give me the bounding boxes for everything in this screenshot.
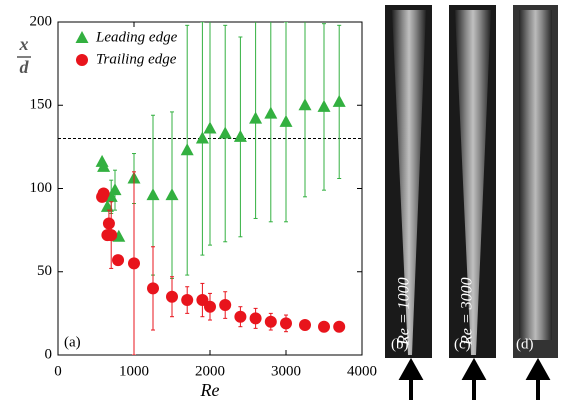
triangle-marker: [180, 143, 194, 156]
circle-marker: [204, 300, 216, 313]
circle-marker: [234, 310, 247, 323]
x-tick-label: 2000: [195, 363, 225, 379]
circle-marker: [128, 257, 140, 270]
y-tick-label: 150: [30, 97, 53, 113]
legend-label: Trailing edge: [96, 51, 177, 67]
triangle-marker: [100, 199, 114, 212]
circle-marker: [219, 299, 232, 312]
circle-marker: [299, 319, 311, 332]
circle-marker: [181, 294, 194, 307]
circle-marker: [166, 290, 178, 303]
image-label: (b): [391, 336, 409, 352]
jet-b: [392, 10, 426, 355]
triangle-marker: [97, 159, 111, 172]
circle-marker: [333, 320, 346, 333]
image-label: (c): [454, 336, 471, 352]
triangle-marker: [249, 111, 263, 124]
triangle-marker: [203, 121, 217, 134]
jet-c: [455, 10, 491, 355]
circle-marker: [280, 317, 292, 330]
triangle-marker: [233, 129, 247, 142]
triangle-marker: [317, 99, 331, 112]
circle-marker: [264, 315, 277, 328]
triangle-marker: [298, 98, 312, 111]
image-caption: Re = 3000: [459, 277, 476, 346]
image-label: (d): [516, 336, 534, 352]
x-tick-label: 4000: [347, 363, 377, 379]
y-tick-label: 100: [30, 180, 53, 196]
triangle-marker: [279, 114, 293, 127]
circle-marker: [147, 282, 159, 295]
plot-area: [95, 22, 346, 355]
arrows: [398, 357, 551, 400]
triangle-marker: [165, 188, 179, 201]
circle-marker: [318, 320, 330, 333]
triangle-marker: [108, 183, 122, 196]
triangle-marker: [264, 106, 278, 119]
image-panels: [385, 5, 558, 400]
x-tick-label: 0: [54, 363, 62, 379]
y-tick-label: 200: [30, 13, 53, 29]
circle-marker: [249, 312, 262, 325]
legend-label: Leading edge: [95, 29, 178, 45]
circle-marker: [97, 187, 110, 200]
triangle-marker: [195, 131, 209, 144]
x-tick-label: 1000: [119, 363, 149, 379]
circle-marker: [112, 254, 125, 267]
triangle-marker: [146, 188, 160, 201]
y-tick-label: 50: [37, 263, 52, 279]
image-caption: Re = 1000: [396, 277, 413, 346]
y-tick-label: 0: [45, 346, 53, 362]
y-label-denominator: d: [20, 57, 30, 77]
circle-marker: [105, 229, 118, 242]
x-tick-label: 3000: [271, 363, 301, 379]
triangle-marker: [104, 189, 118, 202]
triangle-marker: [218, 126, 232, 139]
legend-marker: [75, 31, 89, 43]
legend-marker: [76, 54, 88, 66]
circle-marker: [102, 217, 115, 230]
x-axis-label: Re: [200, 380, 220, 400]
triangle-marker: [332, 94, 346, 107]
y-label-numerator: x: [19, 34, 29, 54]
jet-d: [519, 10, 552, 340]
panel-label: (a): [64, 334, 81, 350]
